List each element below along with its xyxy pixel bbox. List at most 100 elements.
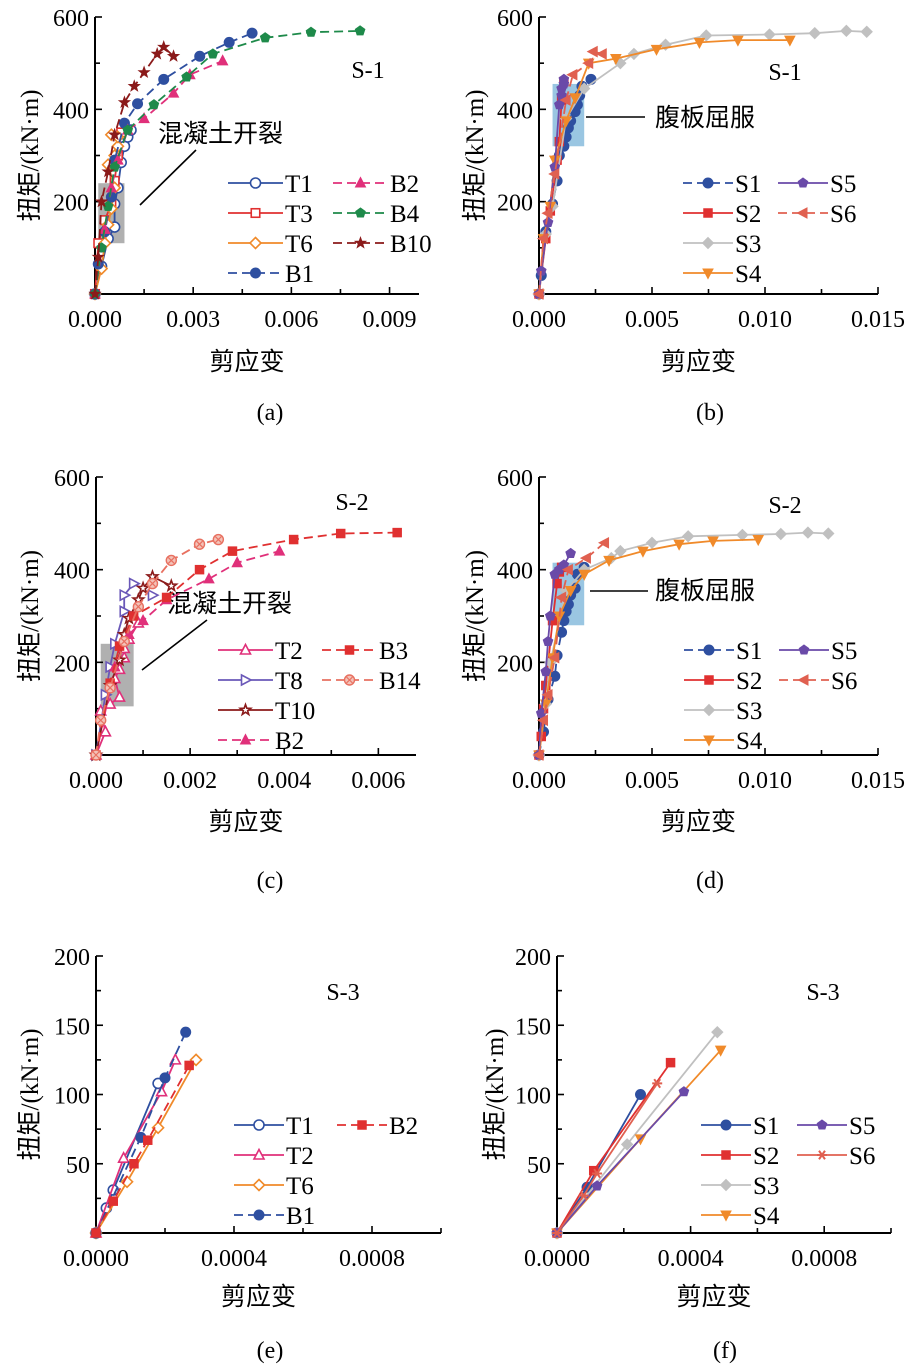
annotation-label: 混凝土开裂 xyxy=(167,589,292,618)
legend-label: S2 xyxy=(735,201,761,228)
legend-label: S5 xyxy=(831,638,857,665)
legend-label: B3 xyxy=(379,638,408,665)
data-point xyxy=(104,682,116,694)
legend-marker xyxy=(238,702,253,717)
series-line xyxy=(95,1059,197,1234)
legend-label: T6 xyxy=(286,1173,314,1200)
series-line xyxy=(538,542,606,756)
data-point xyxy=(273,544,286,556)
legend-item-S2: S2 xyxy=(701,1143,779,1170)
data-point xyxy=(91,1228,101,1238)
legend-marker xyxy=(252,1147,266,1160)
panel-caption: (c) xyxy=(257,868,284,894)
y-tick-label: 200 xyxy=(54,945,90,971)
legend-item-B14: B14 xyxy=(322,668,421,695)
legend-marker xyxy=(240,673,253,687)
y-tick-label: 100 xyxy=(54,1084,90,1110)
data-point xyxy=(128,577,141,590)
data-point xyxy=(603,555,615,567)
data-point xyxy=(90,749,102,761)
series-S6 xyxy=(532,536,610,761)
data-point xyxy=(592,1168,603,1179)
data-point xyxy=(146,577,159,590)
data-point xyxy=(541,207,553,220)
y-tick-label: 200 xyxy=(497,191,533,217)
legend-label: S4 xyxy=(753,1203,780,1230)
data-point xyxy=(558,73,570,84)
legend-label: S4 xyxy=(736,728,763,755)
legend-marker xyxy=(797,177,809,188)
data-point xyxy=(763,28,776,41)
x-tick-label: 0.009 xyxy=(363,307,417,333)
panel-label: S-2 xyxy=(335,490,368,516)
legend-label: T3 xyxy=(285,201,313,228)
legend-label: B1 xyxy=(285,261,314,288)
series-line xyxy=(94,60,223,295)
x-tick-label: 0.0000 xyxy=(63,1246,129,1272)
data-point xyxy=(577,82,591,95)
data-point xyxy=(544,610,556,621)
x-axis-title: 剪应变 xyxy=(221,1282,296,1311)
data-point xyxy=(165,554,177,567)
x-tick-label: 0.006 xyxy=(351,768,405,794)
data-point xyxy=(752,535,765,547)
data-point xyxy=(148,99,160,110)
panel-caption: (b) xyxy=(696,400,724,426)
series-line xyxy=(94,30,361,295)
data-point xyxy=(119,605,132,618)
legend-marker xyxy=(796,207,808,219)
annotation-label: 腹板屈服 xyxy=(655,576,755,605)
data-point xyxy=(212,533,225,546)
data-point xyxy=(591,1180,603,1191)
legend-item-B1: B1 xyxy=(228,261,314,288)
y-axis-title: 扭矩/(kN·m) xyxy=(16,550,44,682)
panel-a: 0.000 0.003 0.006 0.009 200 400 600 剪应变 扭矩/(kN·m… xyxy=(16,6,432,426)
data-point xyxy=(569,93,581,105)
data-point xyxy=(693,37,706,49)
data-point xyxy=(109,161,120,172)
legend-marker xyxy=(817,1150,827,1160)
data-point xyxy=(681,530,695,543)
data-point xyxy=(620,1138,634,1151)
panel-caption: (e) xyxy=(257,1338,284,1364)
x-tick-label: 0.0008 xyxy=(339,1246,405,1272)
x-tick-label: 0.010 xyxy=(738,768,792,794)
legend-marker xyxy=(253,1119,265,1131)
panel-d: 0.000 0.005 0.010 0.015 200 400 600 剪应变 扭矩/(kN·m… xyxy=(461,466,905,894)
legend-label: B10 xyxy=(390,231,432,258)
legend-label: S2 xyxy=(736,668,762,695)
marker-cross xyxy=(92,751,100,759)
data-point xyxy=(161,592,172,603)
data-point xyxy=(95,714,107,726)
y-tick-label: 100 xyxy=(515,1084,551,1110)
panel-label: S-3 xyxy=(326,980,359,1006)
y-axis-title: 扭矩/(kN·m) xyxy=(16,1029,44,1161)
legend-item-B2: B2 xyxy=(218,728,304,755)
y-tick-label: 600 xyxy=(53,6,89,32)
marker-cross xyxy=(196,540,203,548)
legend-label: S5 xyxy=(830,171,856,198)
series-B14 xyxy=(90,533,225,761)
legend-marker xyxy=(250,207,261,219)
data-point xyxy=(595,48,607,60)
data-point xyxy=(736,528,749,542)
legend: S1 S2 S3 S4 S5 S6 xyxy=(683,171,856,288)
x-axis-title: 剪应变 xyxy=(676,1282,751,1311)
legend-marker xyxy=(248,236,263,250)
legend: T1 T3 T6 B1 B2 B4 B10 xyxy=(228,171,432,288)
legend-item-S6: S6 xyxy=(779,668,857,695)
series-line xyxy=(95,550,280,756)
legend-item-S5: S5 xyxy=(797,1113,875,1140)
panel-caption: (f) xyxy=(713,1338,737,1364)
legend-marker xyxy=(721,1150,731,1160)
data-point xyxy=(673,539,685,551)
data-point xyxy=(784,35,796,47)
data-point xyxy=(227,546,238,556)
data-point xyxy=(151,1121,165,1135)
legend-label: T2 xyxy=(275,638,303,665)
annotation-label: 腹板屈服 xyxy=(655,103,755,132)
data-point xyxy=(127,79,141,92)
panel-caption: (d) xyxy=(696,868,724,894)
y-tick-label: 200 xyxy=(54,651,90,677)
y-tick-label: 600 xyxy=(54,466,90,492)
